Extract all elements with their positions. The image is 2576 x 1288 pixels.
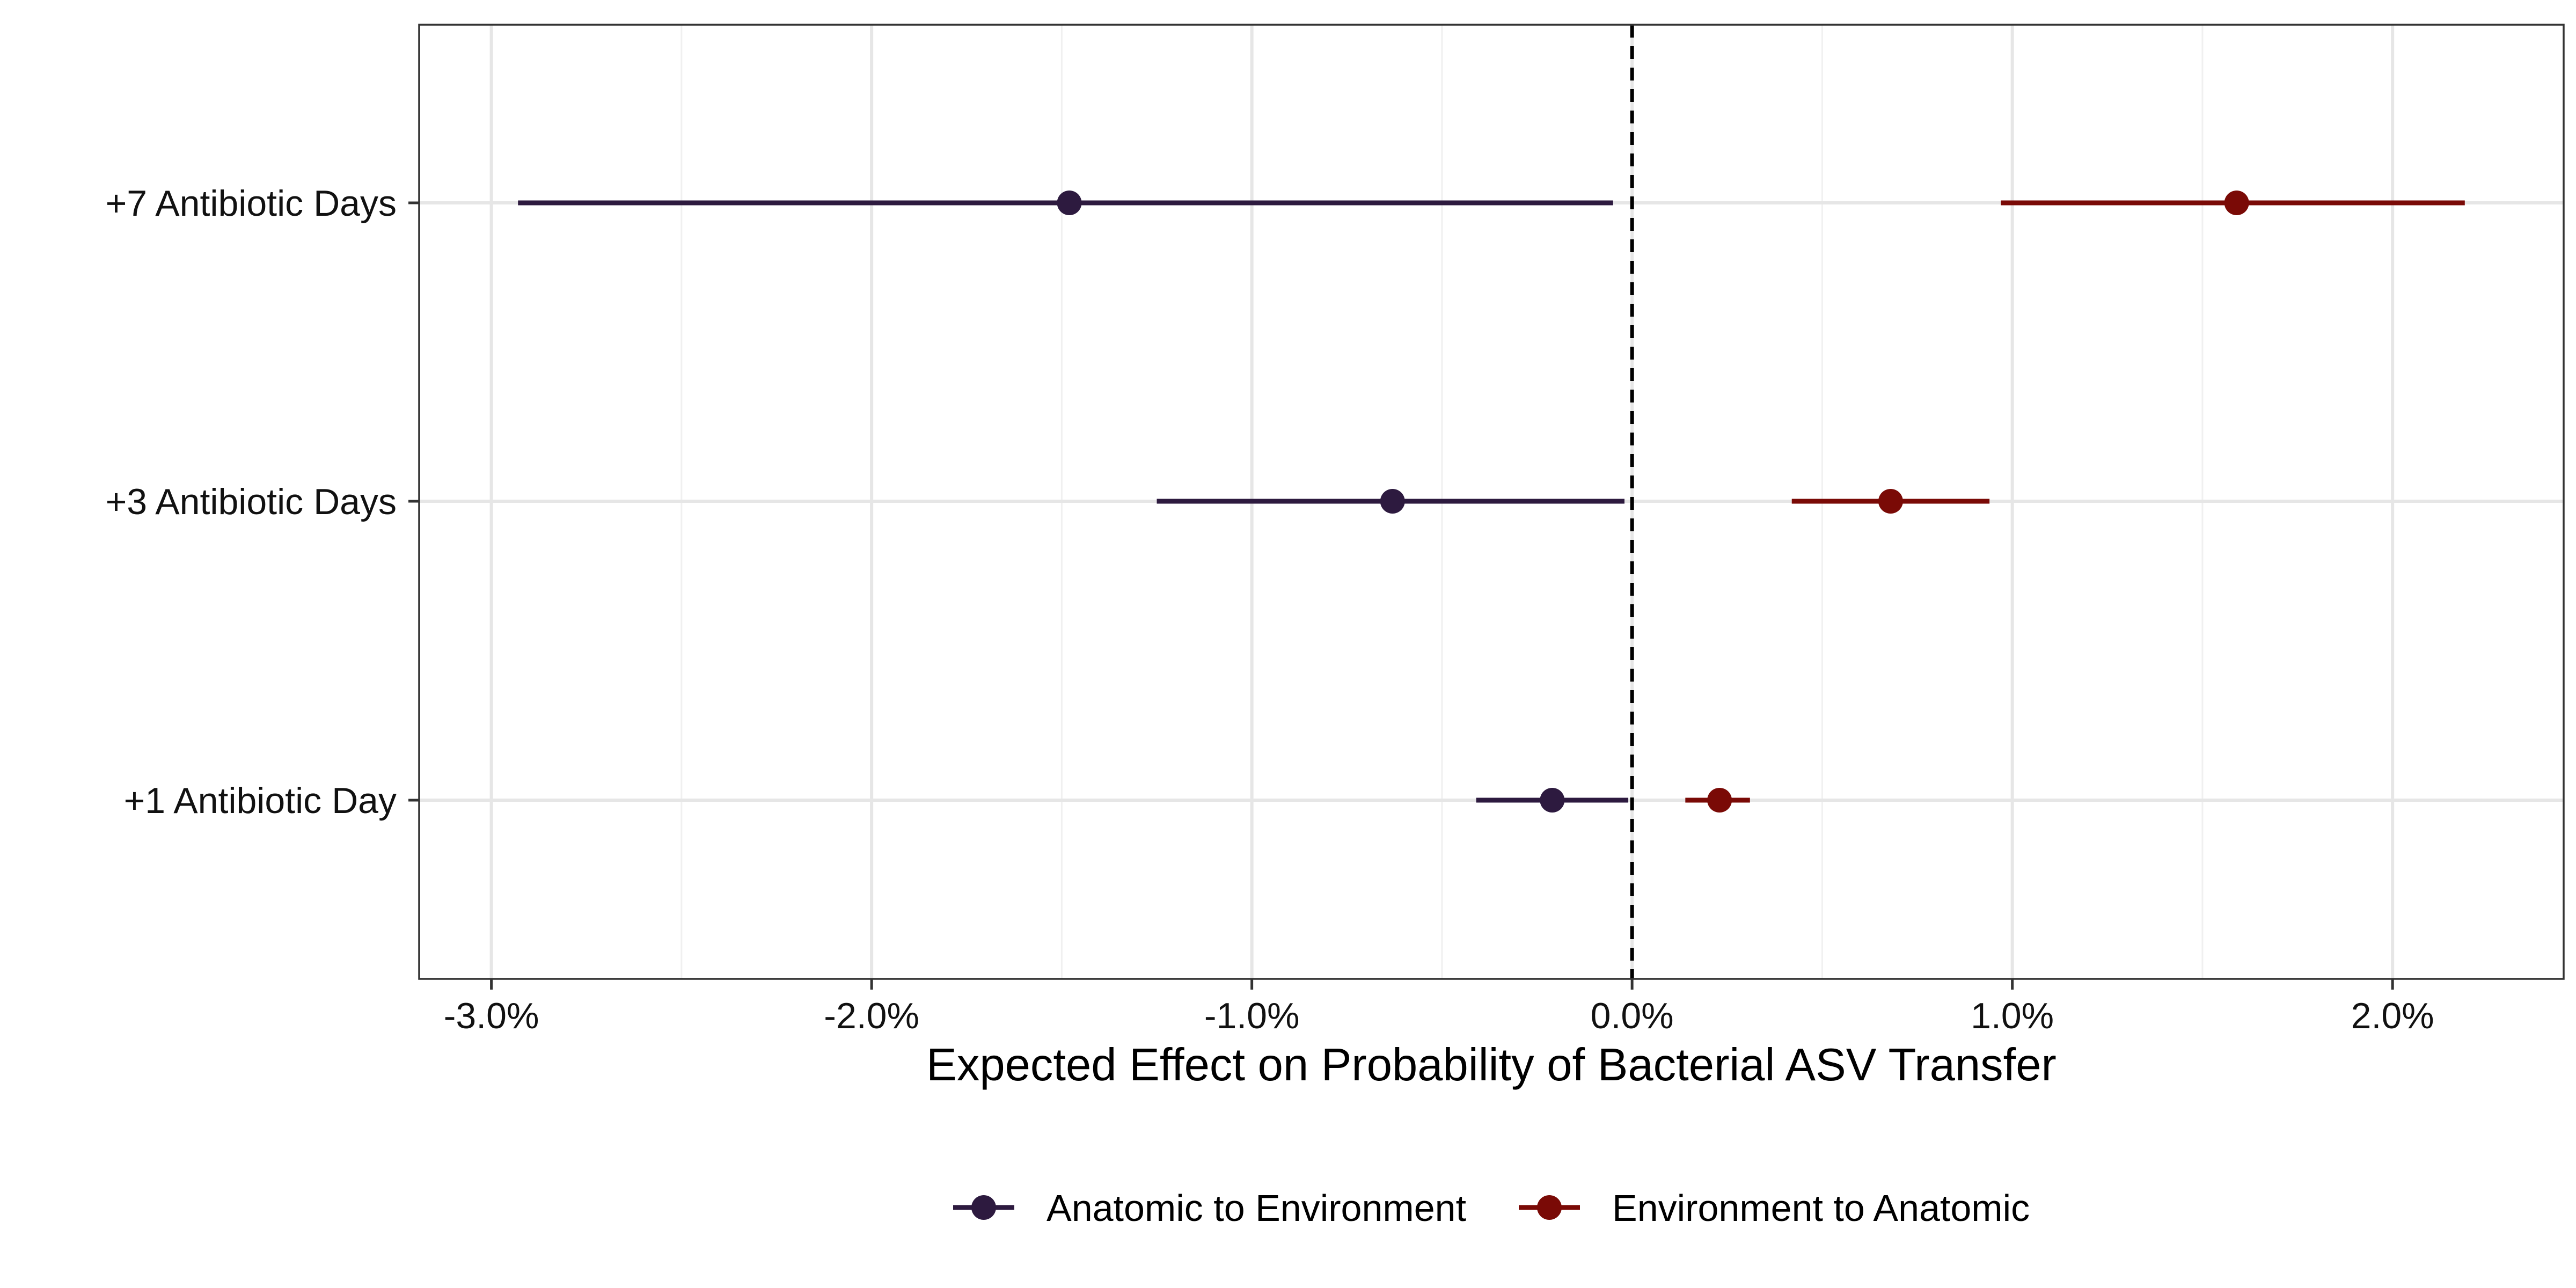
y-tick-label: +3 Antibiotic Days	[106, 481, 397, 522]
x-tick-label: 1.0%	[1971, 996, 2054, 1036]
x-tick-label: -1.0%	[1204, 996, 1300, 1036]
legend-label: Anatomic to Environment	[1046, 1187, 1466, 1229]
point-environment-to-anatomic	[1878, 489, 1903, 514]
x-tick-label: 0.0%	[1591, 996, 1674, 1036]
point-environment-to-anatomic	[2224, 191, 2249, 215]
legend-key-point	[971, 1195, 996, 1220]
y-tick-label: +7 Antibiotic Days	[106, 183, 397, 224]
legend: Anatomic to Environment Environment to An…	[953, 1187, 2030, 1229]
legend-entry-anatomic-to-environment: Anatomic to Environment	[953, 1187, 1466, 1229]
y-tick-label: +1 Antibiotic Day	[124, 780, 397, 821]
x-axis-title: Expected Effect on Probability of Bacter…	[926, 1040, 2057, 1091]
point-anatomic-to-environment	[1540, 788, 1565, 813]
point-environment-to-anatomic	[1707, 788, 1732, 813]
point-anatomic-to-environment	[1380, 489, 1405, 514]
x-tick-label: 2.0%	[2351, 996, 2434, 1036]
legend-key-point	[1537, 1195, 1562, 1220]
point-anatomic-to-environment	[1057, 191, 1082, 215]
legend-label: Environment to Anatomic	[1612, 1187, 2030, 1229]
data-marks	[518, 191, 2465, 813]
x-tick-label: -3.0%	[444, 996, 539, 1036]
x-tick-label: -2.0%	[824, 996, 919, 1036]
legend-entry-environment-to-anatomic: Environment to Anatomic	[1519, 1187, 2030, 1229]
x-axis: -3.0% -2.0% -1.0% 0.0% 1.0% 2.0%	[444, 979, 2434, 1036]
y-axis: +7 Antibiotic Days +3 Antibiotic Days +1 A…	[106, 183, 419, 821]
